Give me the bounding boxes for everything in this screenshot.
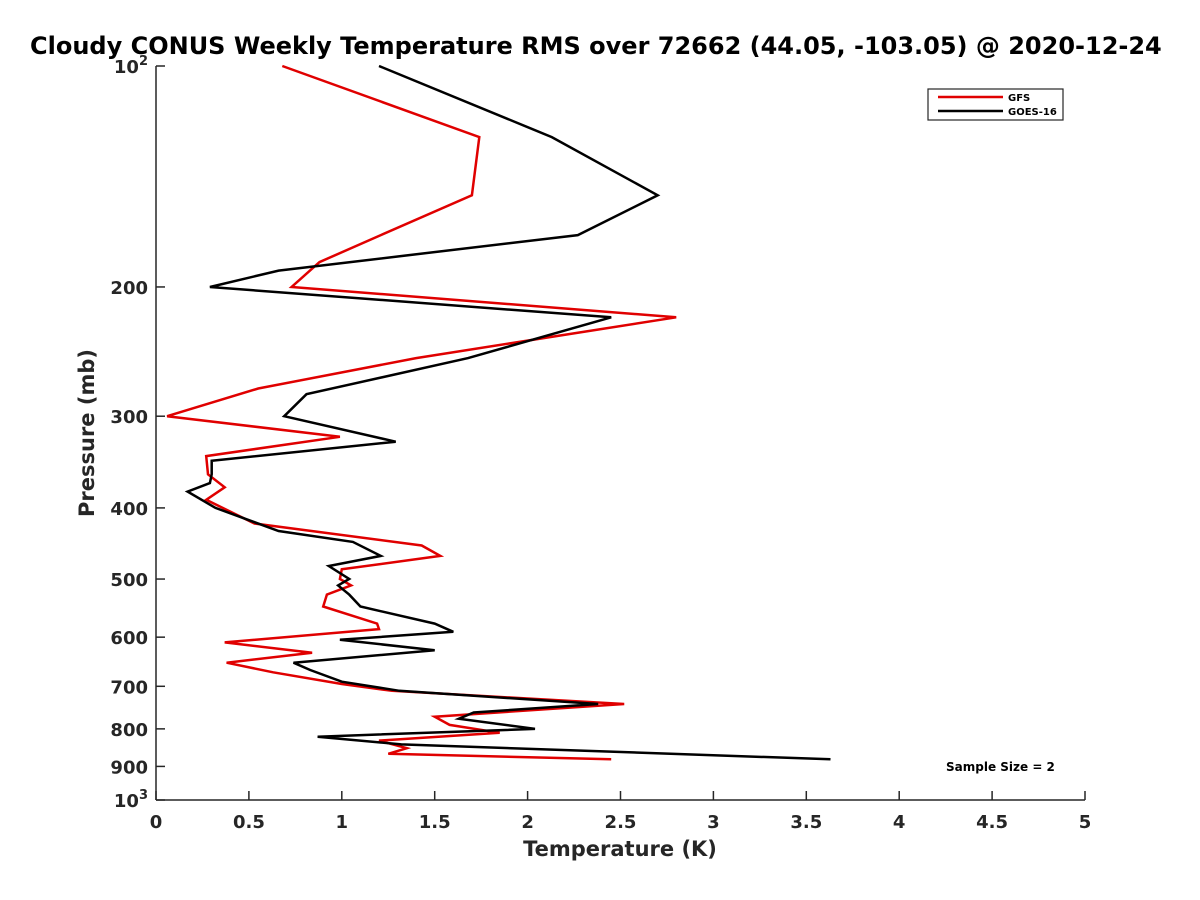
y-tick-label: 200 [110,278,148,299]
x-tick-label: 5 [1079,812,1092,833]
y-tick-label: 800 [110,720,148,741]
x-tick-label: 4.5 [976,812,1008,833]
x-tick-label: 1 [336,812,349,833]
y-tick-label: 103 [114,788,148,812]
legend-box [927,88,1064,121]
legend: GFS GOES-16 [927,88,1064,121]
x-tick-label: 1.5 [419,812,451,833]
x-tick-label: 3 [707,812,720,833]
y-tick-label: 500 [110,570,148,591]
y-tick-label: 102 [114,54,148,78]
chart-title: Cloudy CONUS Weekly Temperature RMS over… [30,32,1162,60]
series-line-gfs [166,64,677,761]
y-tick-label: 600 [110,628,148,649]
x-tick-label: 2.5 [605,812,637,833]
x-tick-label: 2 [521,812,534,833]
text-layer: 0 0.5 1 1.5 2 2.5 3 3.5 4 4.5 5 102 200 300 400 500 600 7… [30,32,1162,861]
y-tick-label: 400 [110,499,148,520]
y-tick-label: 700 [110,677,148,698]
series-line-goes-16 [184,64,831,761]
x-tick-label: 4 [893,812,906,833]
x-tick-label: 0 [150,812,163,833]
x-tick-label: 3.5 [790,812,822,833]
x-tick-label: 0.5 [233,812,265,833]
y-tick-label: 900 [110,757,148,778]
y-tick-label: 300 [110,407,148,428]
series-layer [166,64,831,761]
x-axis-label: Temperature (K) [523,837,717,861]
axes-layer [155,65,1086,801]
legend-label: GFS [1008,93,1030,104]
y-axis-label: Pressure (mb) [75,349,99,517]
legend-label: GOES-16 [1008,107,1057,118]
sample-size-annotation: Sample Size = 2 [946,760,1055,774]
